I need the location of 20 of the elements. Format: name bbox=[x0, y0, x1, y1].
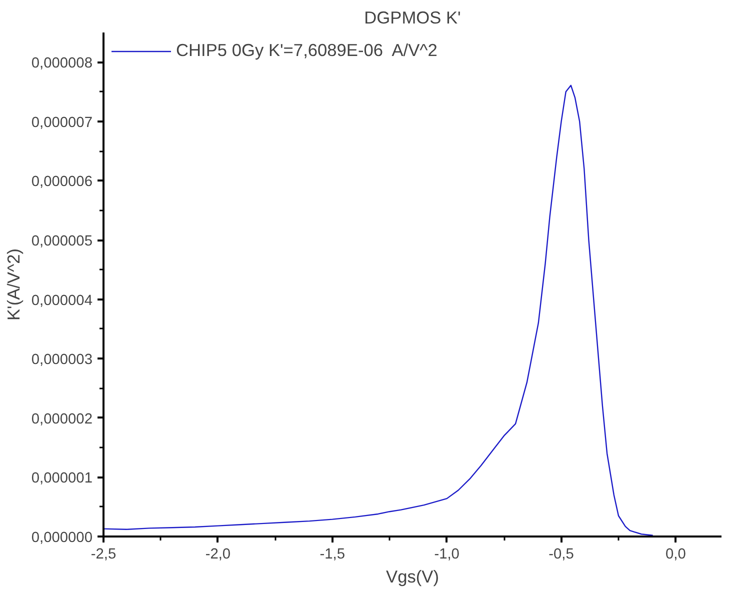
x-tick-label: 0,0 bbox=[666, 546, 686, 562]
y-tick-label: 0,000003 bbox=[31, 352, 93, 368]
y-tick-label: 0,000007 bbox=[31, 114, 93, 131]
y-tick-label: 0,000000 bbox=[31, 530, 93, 546]
x-tick-label: -2,0 bbox=[205, 546, 231, 562]
chart-title: DGPMOS K' bbox=[364, 8, 461, 28]
x-tick-label: -1,0 bbox=[434, 546, 460, 562]
x-tick-label: -2,5 bbox=[90, 546, 116, 562]
y-tick-label: 0,000004 bbox=[31, 292, 93, 309]
legend-label: CHIP5 0Gy K'=7,6089E-06 A/V^2 bbox=[176, 40, 438, 61]
y-tick-label: 0,000006 bbox=[31, 174, 93, 190]
y-tick-label: 0,000005 bbox=[31, 234, 93, 250]
y-axis-title: K'(A/V^2) bbox=[3, 248, 24, 321]
x-axis-title: Vgs(V) bbox=[386, 566, 439, 586]
y-tick-label: 0,000001 bbox=[31, 470, 93, 487]
line-series bbox=[104, 84, 654, 536]
y-tick-label: 0,000002 bbox=[31, 411, 93, 428]
x-tick-label: -0,5 bbox=[548, 546, 574, 562]
x-tick-label: -1,5 bbox=[320, 546, 346, 562]
y-tick-label: 0,000008 bbox=[31, 56, 93, 72]
